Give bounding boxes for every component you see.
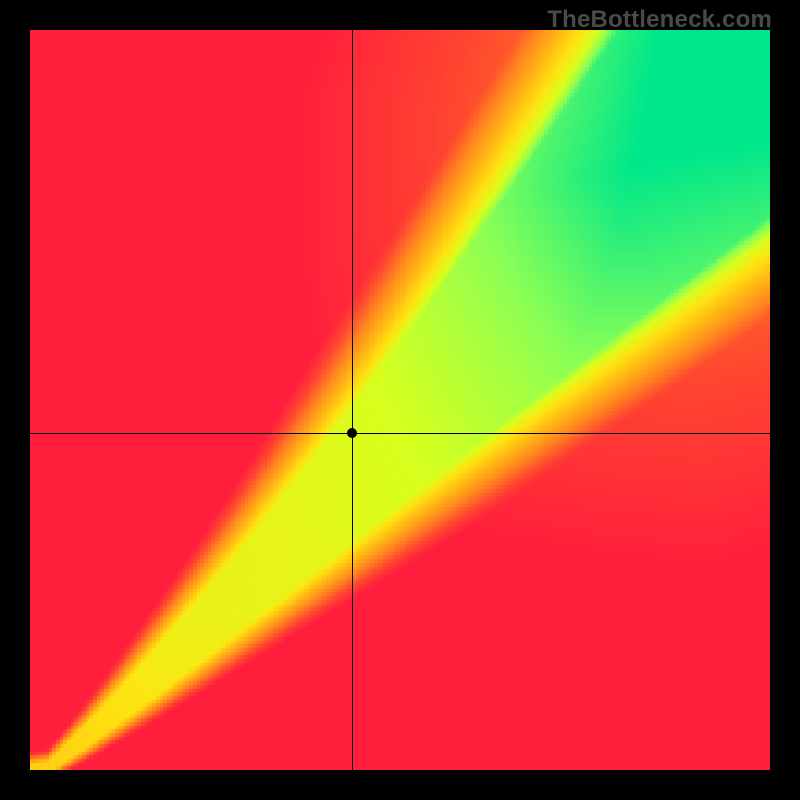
heatmap-canvas [30,30,770,770]
selection-marker [347,428,357,438]
crosshair-horizontal [30,433,770,434]
crosshair-vertical [352,30,353,770]
chart-root: TheBottleneck.com [0,0,800,800]
plot-area [30,30,770,770]
